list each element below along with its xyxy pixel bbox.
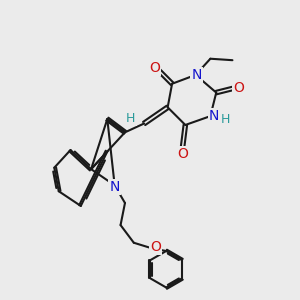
- Text: O: O: [151, 240, 161, 254]
- Text: O: O: [149, 61, 160, 75]
- Text: H: H: [221, 113, 230, 126]
- Text: O: O: [233, 81, 244, 95]
- Text: O: O: [177, 147, 188, 161]
- Text: N: N: [191, 68, 202, 82]
- Text: H: H: [126, 112, 136, 125]
- Text: N: N: [110, 180, 120, 194]
- Text: N: N: [209, 109, 219, 123]
